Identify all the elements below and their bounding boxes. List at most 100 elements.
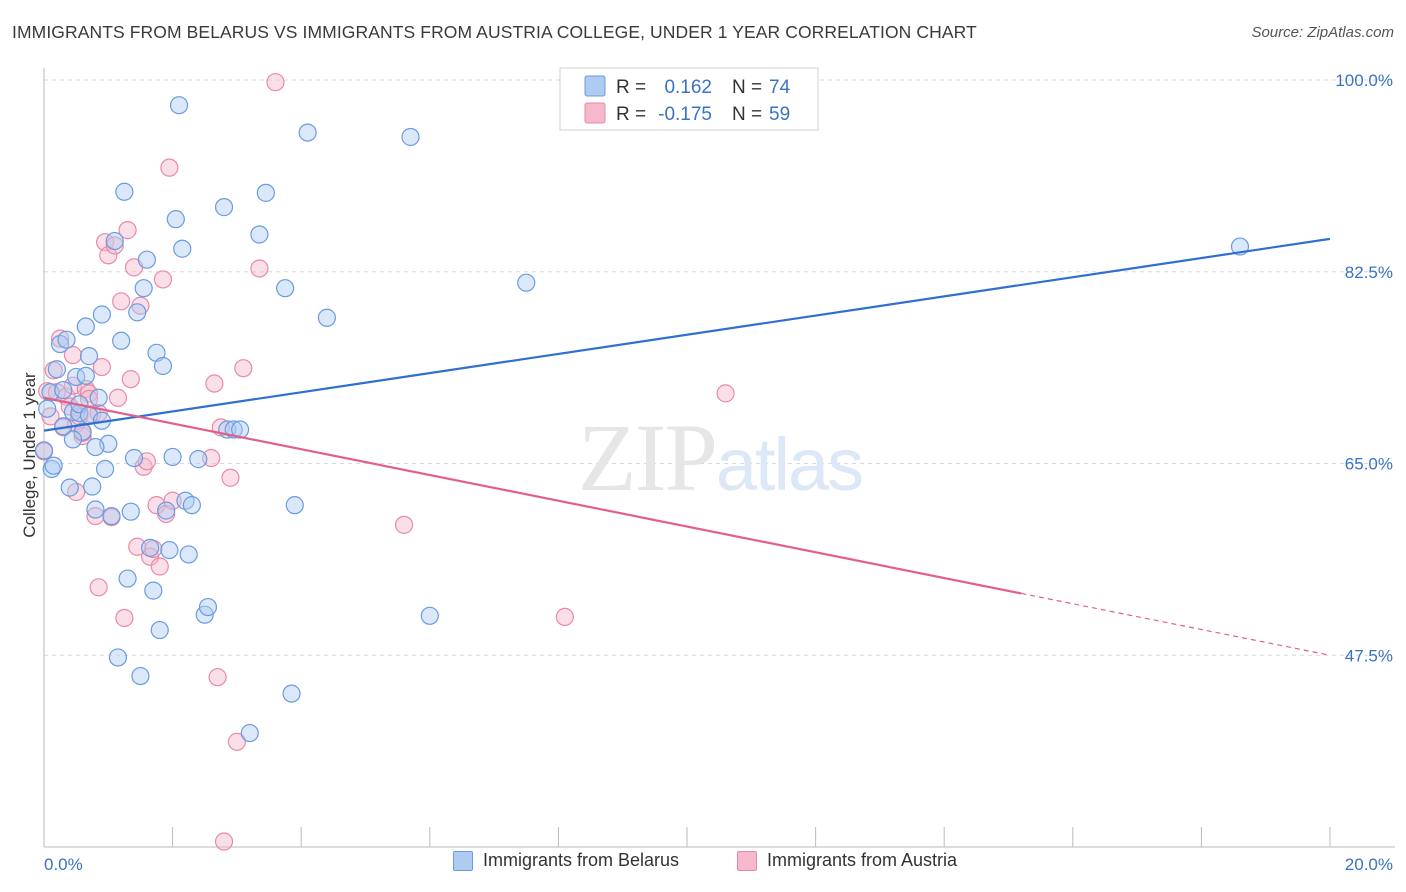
belarus-point bbox=[169, 96, 189, 115]
belarus-point bbox=[89, 388, 108, 407]
belarus-point bbox=[44, 456, 63, 475]
austria-point bbox=[121, 370, 140, 389]
belarus-point bbox=[163, 447, 182, 467]
belarus-point bbox=[182, 496, 201, 515]
belarus-point bbox=[198, 597, 218, 617]
legend-r-value-2: -0.175 bbox=[658, 104, 712, 125]
belarus-point bbox=[67, 367, 86, 387]
bottom-legend-swatch-austria bbox=[737, 850, 757, 871]
austria-point bbox=[221, 468, 240, 487]
belarus-point bbox=[92, 305, 111, 324]
belarus-point bbox=[517, 273, 536, 292]
watermark-zip: ZIP bbox=[578, 404, 716, 511]
x-tick-label: 0.0% bbox=[44, 855, 83, 874]
austria-point bbox=[202, 448, 221, 468]
belarus-point bbox=[134, 279, 153, 298]
legend-n-value-2: 59 bbox=[769, 104, 790, 125]
austria-point bbox=[150, 557, 169, 576]
austria-point bbox=[205, 374, 224, 393]
belarus-point bbox=[112, 331, 131, 350]
y-axis-label: College, Under 1 year bbox=[20, 372, 39, 538]
austria-point bbox=[105, 236, 124, 255]
bottom-legend: Immigrants from Belarus Immigrants from … bbox=[0, 850, 1406, 878]
austria-point bbox=[108, 388, 128, 407]
austria-point bbox=[214, 832, 234, 851]
belarus-point bbox=[276, 279, 295, 298]
belarus-point bbox=[105, 231, 124, 251]
austria-point bbox=[555, 607, 574, 627]
belarus-point bbox=[128, 303, 147, 322]
austria-point bbox=[92, 357, 111, 377]
watermark: ZIPatlas bbox=[578, 404, 862, 511]
belarus-point bbox=[179, 545, 198, 564]
belarus-point bbox=[140, 538, 160, 557]
austria-point bbox=[63, 345, 83, 365]
belarus-point bbox=[124, 448, 144, 468]
belarus-point bbox=[76, 366, 95, 385]
y-tick-label: 100.0% bbox=[1335, 71, 1393, 90]
y-tick-label: 65.0% bbox=[1345, 455, 1393, 474]
belarus-point bbox=[298, 123, 317, 142]
austria-point bbox=[86, 506, 105, 526]
belarus-point bbox=[86, 437, 105, 457]
legend-n-value-1: 74 bbox=[769, 77, 791, 98]
y-tick-labels: 100.0% 82.5% 65.0% 47.5% bbox=[1335, 71, 1393, 665]
source-label: Source: ZipAtlas.com bbox=[1251, 24, 1394, 41]
austria-point bbox=[266, 73, 285, 92]
belarus-point bbox=[317, 308, 337, 327]
belarus-point bbox=[34, 441, 54, 460]
chart-title: IMMIGRANTS FROM BELARUS VS IMMIGRANTS FR… bbox=[12, 22, 977, 42]
belarus-point bbox=[401, 127, 420, 147]
legend-n-label-1: N = bbox=[732, 77, 762, 98]
austria-point bbox=[153, 270, 173, 289]
trend-lines bbox=[43, 237, 1331, 656]
trend-line-dashed-1 bbox=[1021, 592, 1331, 656]
belarus-point bbox=[83, 477, 102, 496]
austria-point bbox=[112, 292, 131, 311]
watermark-atlas: atlas bbox=[716, 423, 862, 506]
bottom-legend-item-belarus: Immigrants from Belarus bbox=[453, 850, 679, 871]
austria-point bbox=[160, 158, 179, 177]
belarus-point bbox=[420, 606, 439, 625]
belarus-point bbox=[189, 450, 208, 469]
x-tick-labels: 0.0% 20.0% bbox=[44, 855, 1393, 874]
belarus-point bbox=[214, 198, 234, 217]
belarus-point bbox=[157, 501, 176, 520]
belarus-point bbox=[250, 225, 269, 244]
austria-point bbox=[227, 732, 246, 751]
belarus-point bbox=[47, 360, 66, 379]
belarus-point bbox=[256, 183, 275, 202]
belarus-point bbox=[150, 620, 169, 640]
austria-point bbox=[163, 491, 182, 510]
legend-swatch-belarus bbox=[584, 75, 606, 97]
belarus-point bbox=[240, 723, 259, 743]
bottom-legend-item-austria: Immigrants from Austria bbox=[737, 850, 957, 871]
austria-point bbox=[118, 221, 137, 240]
austria-points bbox=[34, 73, 735, 851]
austria-point bbox=[89, 578, 108, 597]
austria-point bbox=[115, 608, 134, 628]
austria-point bbox=[50, 329, 70, 348]
belarus-point bbox=[166, 210, 185, 229]
axes bbox=[43, 68, 1395, 848]
austria-point bbox=[250, 259, 269, 278]
belarus-point bbox=[79, 347, 99, 366]
y-tick-label: 47.5% bbox=[1345, 646, 1393, 665]
belarus-point bbox=[285, 496, 304, 515]
belarus-point bbox=[102, 506, 121, 526]
legend-r-value-1: 0.162 bbox=[664, 77, 712, 98]
austria-point bbox=[128, 537, 147, 556]
belarus-point bbox=[108, 648, 128, 667]
bottom-legend-label-austria: Immigrants from Austria bbox=[767, 850, 958, 870]
legend-r-label-1: R = bbox=[616, 77, 646, 98]
legend-r-label-2: R = bbox=[616, 104, 646, 125]
austria-point bbox=[716, 384, 735, 403]
bottom-legend-swatch-belarus bbox=[453, 850, 473, 871]
belarus-point bbox=[76, 317, 95, 336]
belarus-point bbox=[137, 250, 156, 269]
belarus-point bbox=[42, 459, 61, 479]
belarus-point bbox=[160, 540, 179, 560]
legend-swatch-austria bbox=[584, 102, 606, 124]
belarus-point bbox=[282, 684, 301, 703]
